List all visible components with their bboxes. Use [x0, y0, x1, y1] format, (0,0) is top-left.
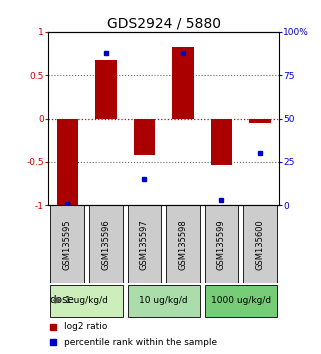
Text: dose: dose: [50, 295, 74, 305]
Bar: [172, 47, 194, 119]
Text: GSM135597: GSM135597: [140, 219, 149, 270]
Text: GSM135598: GSM135598: [178, 219, 187, 270]
Bar: [166, 205, 200, 283]
Title: GDS2924 / 5880: GDS2924 / 5880: [107, 17, 221, 31]
Bar: [211, 119, 232, 165]
Text: GSM135599: GSM135599: [217, 219, 226, 270]
Bar: [243, 205, 277, 283]
Bar: [204, 285, 277, 317]
Bar: [57, 119, 78, 205]
Bar: [50, 205, 84, 283]
Text: GSM135596: GSM135596: [101, 219, 110, 270]
Text: percentile rank within the sample: percentile rank within the sample: [64, 338, 217, 347]
Bar: [134, 119, 155, 155]
Text: 1000 ug/kg/d: 1000 ug/kg/d: [211, 296, 271, 305]
Bar: [249, 119, 271, 123]
Text: 10 ug/kg/d: 10 ug/kg/d: [139, 296, 188, 305]
Bar: [50, 285, 123, 317]
Bar: [127, 285, 200, 317]
Text: GSM135600: GSM135600: [256, 219, 265, 270]
Bar: [89, 205, 123, 283]
Bar: [127, 205, 161, 283]
Text: 1 ug/kg/d: 1 ug/kg/d: [65, 296, 108, 305]
Bar: [204, 205, 239, 283]
Text: GSM135595: GSM135595: [63, 219, 72, 270]
Bar: [95, 59, 117, 119]
Text: log2 ratio: log2 ratio: [64, 322, 108, 331]
